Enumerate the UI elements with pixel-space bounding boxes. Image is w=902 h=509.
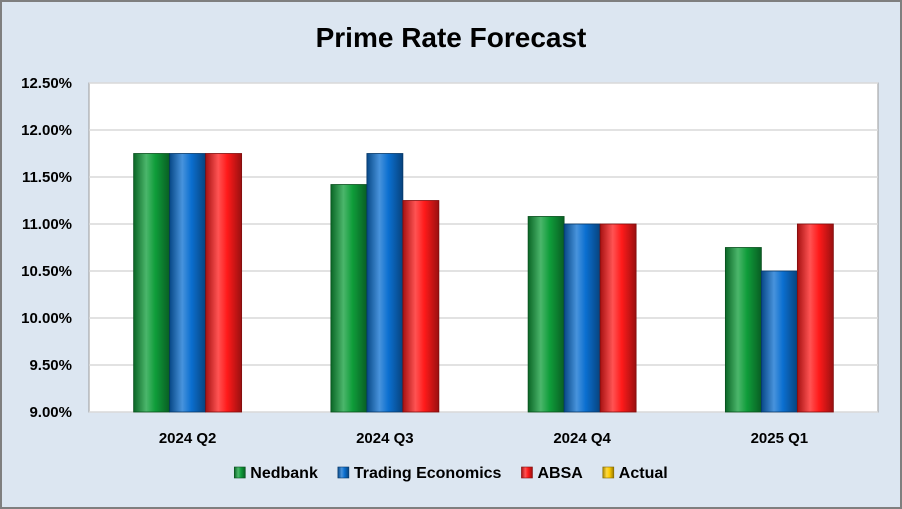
bar-absa-2024-q2	[205, 153, 243, 413]
y-tick-label: 12.00%	[21, 122, 72, 139]
bar-absa-2025-q1	[796, 223, 834, 413]
bar-nedbank-2024-q3	[330, 184, 368, 413]
legend-swatch	[337, 466, 350, 479]
legend-label: Actual	[619, 465, 668, 482]
legend-item: Actual	[602, 465, 668, 482]
bar-nedbank-2025-q1	[724, 247, 762, 413]
y-tick-label: 9.00%	[29, 404, 72, 421]
bar-trading-economics-2024-q3	[366, 153, 404, 413]
legend-swatch	[602, 466, 615, 479]
x-tick-label: 2025 Q1	[751, 430, 809, 447]
x-tick-label: 2024 Q2	[159, 430, 217, 447]
x-tick-label: 2024 Q3	[356, 430, 414, 447]
bars	[133, 153, 834, 413]
bar-trading-economics-2024-q4	[563, 223, 601, 413]
legend-label: ABSA	[537, 465, 583, 482]
x-axis-ticks: 2024 Q2 2024 Q3 2024 Q4 2025 Q1	[159, 430, 808, 447]
y-tick-label: 10.00%	[21, 310, 72, 327]
y-tick-label: 11.00%	[22, 216, 72, 233]
legend-swatch	[233, 466, 246, 479]
y-tick-label: 11.50%	[22, 169, 72, 186]
bar-absa-2024-q3	[402, 200, 440, 413]
y-tick-label: 10.50%	[21, 263, 72, 280]
bar-nedbank-2024-q2	[133, 153, 171, 413]
bar-trading-economics-2025-q1	[760, 270, 798, 413]
bar-nedbank-2024-q4	[527, 216, 565, 413]
legend-item: ABSA	[521, 465, 583, 482]
legend-item: Trading Economics	[337, 465, 502, 482]
y-tick-label: 9.50%	[29, 357, 72, 374]
legend: Nedbank Trading Economics ABSA Actual	[233, 465, 668, 482]
legend-label: Nedbank	[250, 465, 318, 482]
legend-swatch	[521, 466, 533, 479]
y-axis-ticks: 9.00% 9.50% 10.00% 10.50% 11.00% 11.50% 12.00%…	[21, 75, 72, 421]
chart-title: Prime Rate Forecast	[316, 22, 587, 53]
bar-absa-2024-q4	[599, 223, 637, 413]
x-tick-label: 2024 Q4	[553, 430, 611, 447]
legend-label: Trading Economics	[354, 465, 502, 482]
legend-item: Nedbank	[233, 465, 318, 482]
y-tick-label: 12.50%	[21, 75, 72, 92]
bar-trading-economics-2024-q2	[169, 153, 207, 413]
